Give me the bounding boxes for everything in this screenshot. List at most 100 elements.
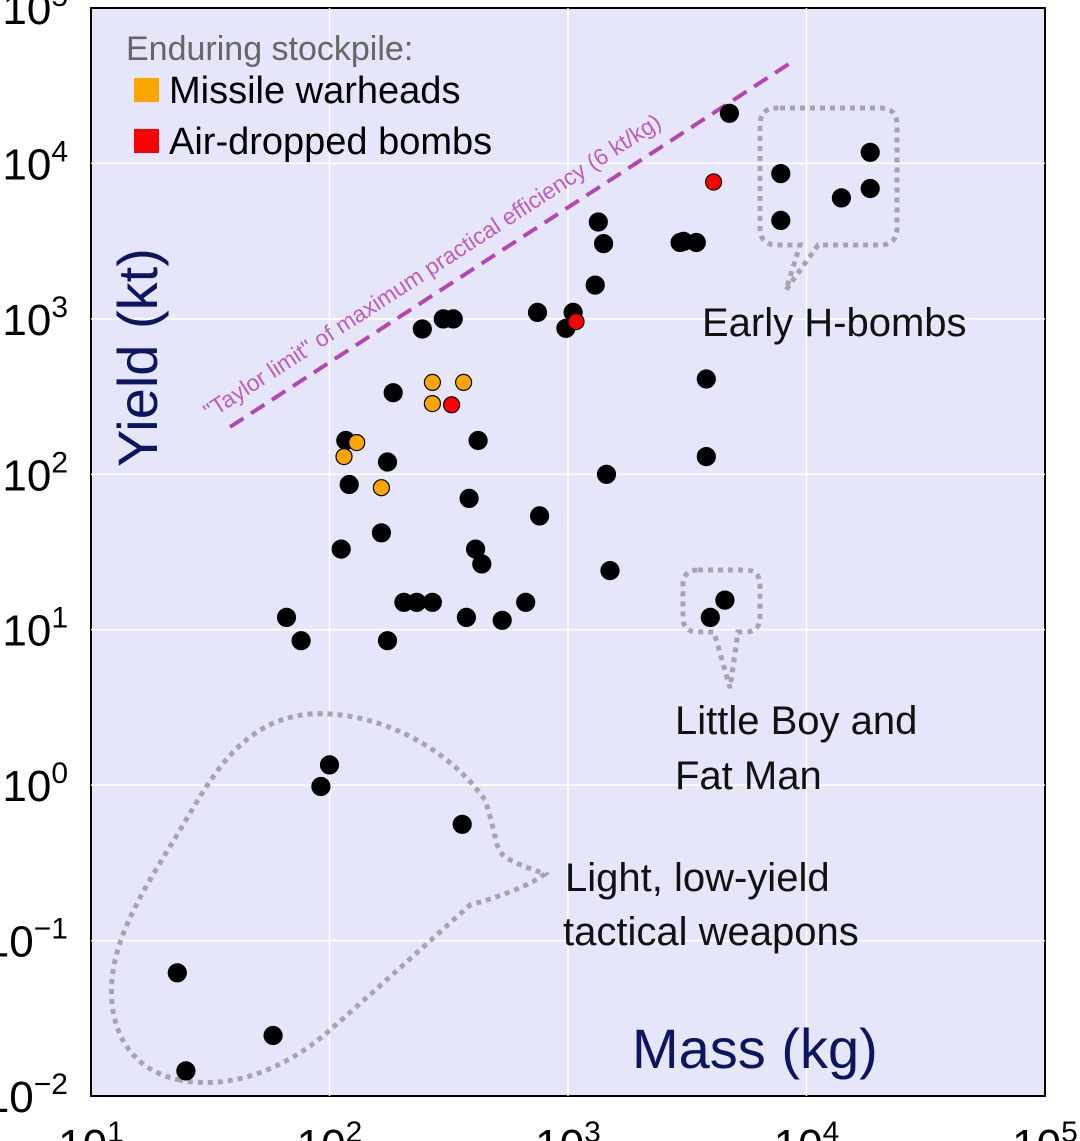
x-tick-label: 104 (774, 1116, 840, 1141)
data-point-other (176, 1061, 196, 1081)
tick-exponent: 2 (51, 446, 68, 479)
data-point-other (443, 309, 463, 329)
tick-exponent: 1 (107, 1116, 124, 1141)
tick-base: 10 (2, 296, 51, 345)
data-point-other (527, 302, 548, 322)
tick-exponent: 4 (51, 135, 68, 168)
y-tick-label: 100 (2, 757, 68, 811)
data-point-other (383, 383, 403, 403)
x-axis-title: Mass (kg) (632, 1017, 878, 1080)
annotation-little-boy-line1: Little Boy and (675, 699, 917, 743)
data-point-other (696, 369, 716, 389)
data-point-other (529, 506, 550, 526)
y-tick-label: 101 (2, 602, 68, 656)
x-tick-label: 105 (1012, 1116, 1078, 1141)
data-point-air-dropped-bombs (443, 396, 461, 414)
data-point-other (719, 103, 740, 123)
data-point-other (311, 776, 331, 797)
data-point-other (167, 963, 187, 983)
y-tick-label: 103 (2, 291, 68, 345)
tick-exponent: 1 (51, 602, 68, 635)
data-point-other (588, 212, 608, 232)
y-tick-label: 10−2 (0, 1068, 68, 1122)
data-point-other (472, 554, 492, 574)
data-point-missile-warheads (455, 373, 473, 391)
data-point-air-dropped-bombs (567, 313, 585, 331)
tick-base: 10 (2, 762, 51, 811)
data-point-other (377, 452, 398, 472)
y-tick-label: 10−1 (0, 913, 68, 967)
data-point-other (291, 631, 311, 651)
tick-base: 10 (297, 1121, 346, 1141)
x-axis-ticks: 101102103104105 (58, 1116, 1078, 1141)
data-point-missile-warheads (335, 448, 353, 466)
tick-base: 10 (2, 607, 51, 656)
tick-exponent: 3 (51, 291, 68, 324)
tick-base: 10 (58, 1121, 107, 1141)
legend-label-air-dropped: Air-dropped bombs (169, 121, 492, 163)
data-point-other (412, 319, 432, 339)
legend-swatch-air-dropped (134, 129, 159, 153)
legend-swatch-missile (134, 78, 159, 102)
data-point-missile-warheads (348, 434, 366, 452)
data-point-other (377, 631, 398, 651)
data-point-other (596, 464, 617, 484)
x-tick-label: 103 (535, 1116, 601, 1141)
tick-base: 10 (2, 140, 51, 189)
legend: Enduring stockpile: Missile warheads Air… (126, 30, 492, 163)
data-point-other (331, 539, 351, 559)
data-point-other (686, 232, 706, 253)
legend-label-missile: Missile warheads (169, 70, 460, 112)
tick-exponent: 5 (51, 0, 68, 13)
gridlines (91, 8, 1045, 1096)
annotation-early-h-bombs: Early H-bombs (702, 301, 967, 345)
data-point-missile-warheads (423, 373, 441, 391)
y-tick-label: 104 (2, 135, 68, 189)
data-point-other (339, 474, 359, 495)
tick-base: 10 (535, 1121, 584, 1141)
data-point-other (452, 814, 472, 834)
tick-base: 10 (1012, 1121, 1061, 1141)
annotation-little-boy-line2: Fat Man (675, 754, 822, 798)
tick-exponent: 4 (823, 1116, 840, 1141)
data-point-other (860, 178, 880, 199)
data-point-other (593, 234, 614, 254)
data-point-other (276, 607, 297, 628)
y-axis-title: Yield (kt) (106, 248, 169, 467)
data-point-other (456, 607, 476, 628)
early-h-bombs-callout (757, 105, 900, 292)
tick-exponent: 2 (346, 1116, 363, 1141)
tick-base: 10 (2, 451, 51, 500)
data-point-other (516, 592, 536, 612)
data-point-other (585, 275, 605, 295)
x-tick-label: 102 (297, 1116, 363, 1141)
data-point-other (459, 488, 479, 508)
tick-exponent: 0 (51, 757, 68, 790)
data-point-other (319, 755, 340, 775)
data-point-other (696, 447, 716, 467)
tick-exponent: −1 (34, 913, 68, 946)
data-point-other (492, 610, 512, 630)
tick-base: 10 (0, 1073, 34, 1122)
x-tick-label: 101 (58, 1116, 124, 1141)
data-points (167, 103, 880, 1081)
y-tick-label: 105 (2, 0, 68, 34)
tick-base: 10 (774, 1121, 823, 1141)
annotation-tactical-line1: Light, low-yield (565, 856, 830, 900)
data-point-other (422, 592, 442, 612)
data-point-missile-warheads (423, 395, 441, 413)
data-point-other (771, 210, 791, 230)
data-point-air-dropped-bombs (704, 173, 723, 191)
tick-exponent: 5 (1061, 1116, 1078, 1141)
data-point-other (700, 607, 720, 628)
annotation-tactical-line2: tactical weapons (563, 910, 859, 954)
legend-title: Enduring stockpile: (126, 30, 413, 68)
data-point-other (371, 523, 391, 543)
data-point-other (860, 142, 880, 162)
data-point-other (600, 560, 620, 581)
data-point-other (715, 590, 735, 610)
data-point-other (831, 188, 852, 208)
data-point-missile-warheads (372, 479, 390, 497)
data-point-other (263, 1025, 283, 1046)
